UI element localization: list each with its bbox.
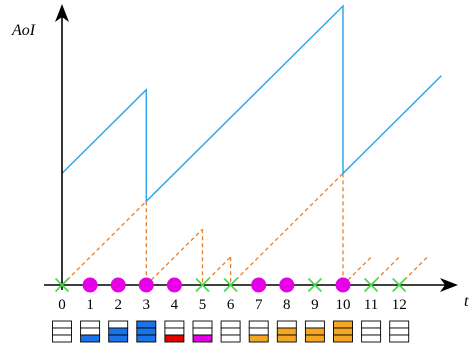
event-cross-11	[363, 277, 379, 293]
x-tick-labels: 0 1 2 3 4 5 6 7 8 9 10 11 12	[58, 297, 406, 313]
event-cross-12	[392, 277, 407, 293]
y-axis-arrow	[55, 4, 69, 22]
queue-5	[192, 320, 213, 343]
packet-age-line-3	[230, 172, 344, 286]
queue-4	[164, 320, 185, 343]
packet-age-line-1	[145, 228, 203, 286]
x-tick-label-10: 10	[336, 297, 351, 313]
queue-7	[248, 320, 269, 343]
queue-states	[52, 320, 410, 343]
x-tick-label-6: 6	[227, 297, 235, 313]
queue-12	[389, 320, 410, 343]
queue-8	[276, 320, 297, 343]
x-tick-label-5: 5	[199, 297, 207, 313]
packet-age-layer	[61, 172, 428, 286]
x-tick-label-9: 9	[311, 297, 319, 313]
event-cross-0	[54, 277, 70, 293]
x-tick-label-1: 1	[86, 297, 94, 313]
x-tick-label-3: 3	[143, 297, 151, 313]
event-cross-9	[307, 277, 323, 293]
event-circle-10	[335, 277, 351, 293]
x-tick-label-8: 8	[283, 297, 291, 313]
event-markers	[54, 277, 407, 293]
event-cross-5	[195, 277, 210, 293]
aoi-layer	[61, 4, 442, 203]
aoi-line	[61, 4, 442, 203]
event-circle-8	[279, 277, 295, 293]
x-axis-label: t	[464, 293, 469, 310]
queue-10	[333, 320, 353, 343]
x-tick-label-2: 2	[114, 297, 122, 313]
y-axis-label: AoI	[11, 22, 36, 39]
event-circle-3	[138, 277, 154, 293]
queue-9	[304, 320, 325, 343]
event-circle-1	[82, 277, 98, 293]
queue-0	[52, 320, 72, 343]
x-tick-label-4: 4	[171, 297, 179, 313]
x-tick-label-0: 0	[58, 297, 66, 313]
x-axis-arrow	[440, 278, 458, 292]
event-circle-4	[166, 277, 182, 293]
axes: AoI t	[11, 4, 469, 310]
queue-3	[136, 320, 157, 343]
queue-1	[80, 320, 101, 343]
event-circle-7	[251, 277, 267, 293]
packet-age-line-0	[61, 200, 147, 286]
x-tick-label-11: 11	[364, 297, 378, 313]
queue-2	[108, 320, 129, 343]
queue-6	[220, 320, 241, 343]
queue-11	[361, 320, 382, 343]
event-circle-2	[110, 277, 126, 293]
x-tick-label-12: 12	[392, 297, 407, 313]
event-cross-6	[223, 277, 238, 293]
x-tick-label-7: 7	[255, 297, 263, 313]
